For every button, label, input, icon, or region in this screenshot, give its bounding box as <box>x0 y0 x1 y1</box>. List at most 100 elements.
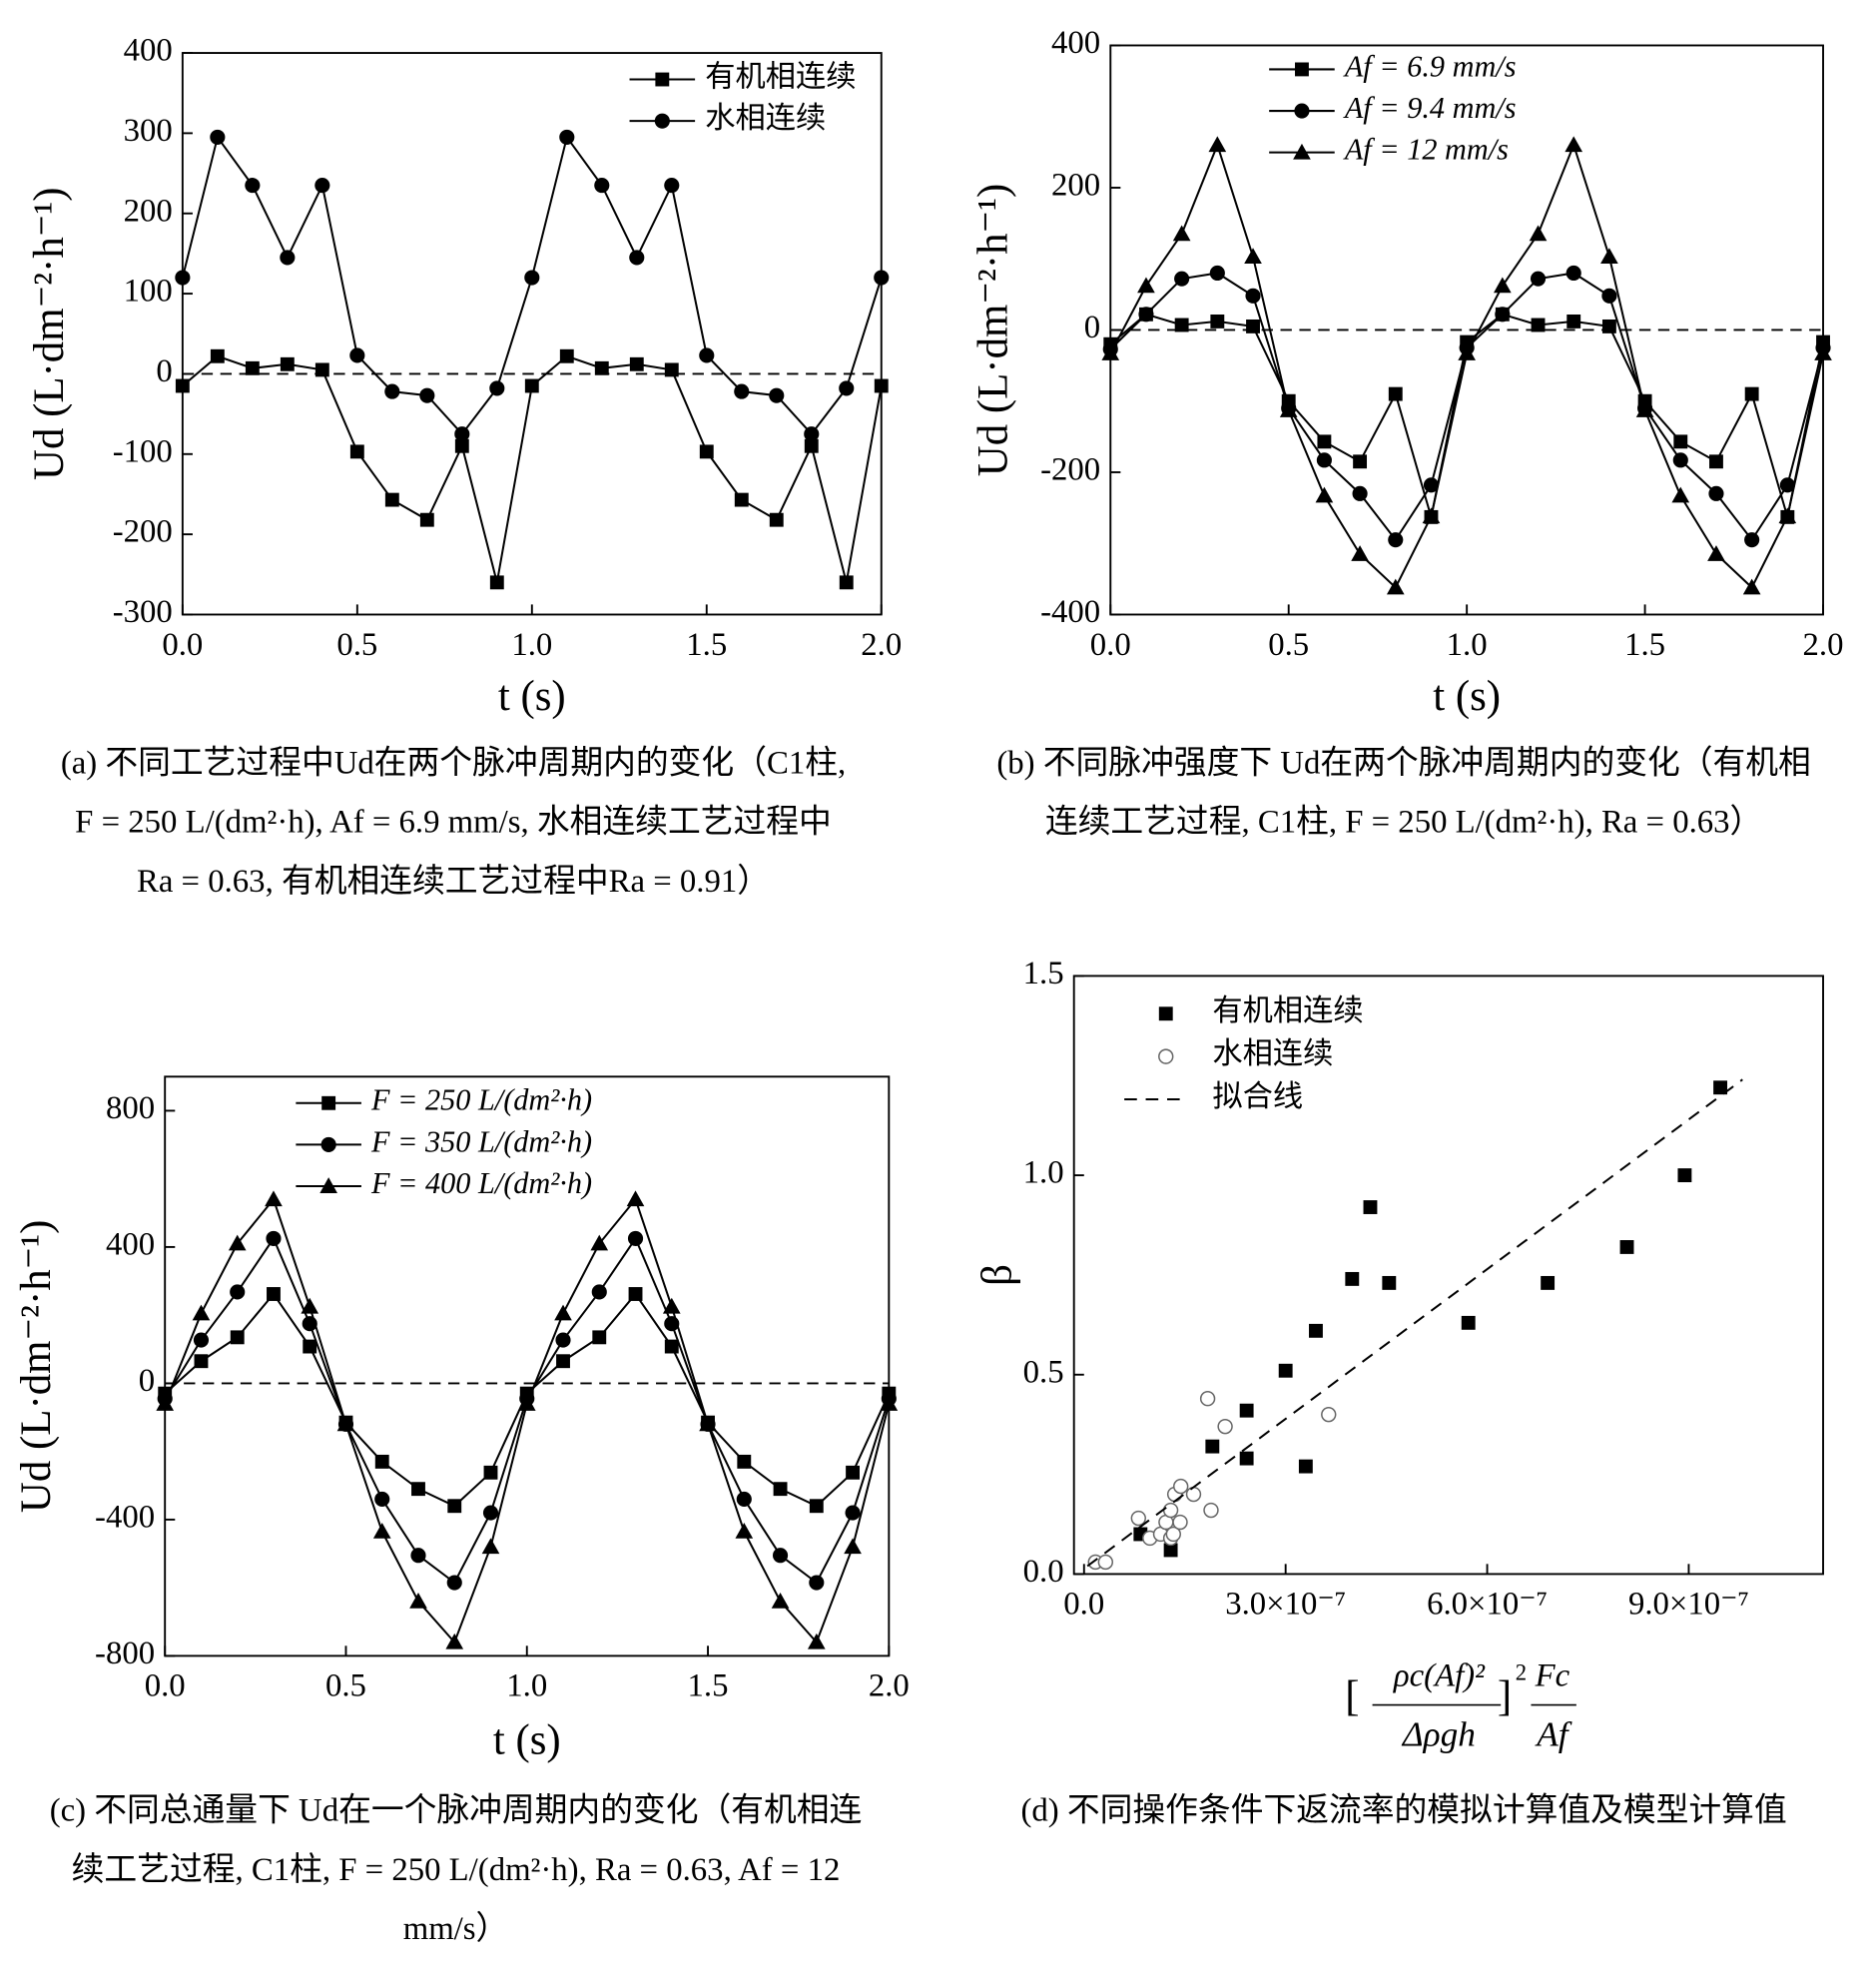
marker-circle-open <box>1097 1554 1114 1571</box>
plot-frame <box>164 1075 891 1657</box>
marker-square <box>1388 386 1403 401</box>
marker-square <box>374 1454 389 1469</box>
marker-circle <box>772 1548 789 1564</box>
marker-square <box>1174 318 1189 332</box>
x-tick-label: 0.5 <box>1268 627 1309 663</box>
marker-triangle <box>228 1234 247 1251</box>
marker-circle <box>482 1505 499 1521</box>
legend-label: Af = 12 mm/s <box>1343 133 1509 167</box>
legend-label: 有机相连续 <box>1212 993 1363 1027</box>
legend-label: F = 400 L/(dm²·h) <box>370 1166 592 1200</box>
marker-circle <box>736 1491 752 1507</box>
series-line <box>1086 1078 1743 1568</box>
marker-square <box>1317 434 1332 449</box>
marker-square <box>1566 314 1581 329</box>
marker-square <box>1298 1459 1313 1474</box>
marker-triangle <box>1315 486 1334 503</box>
marker-square <box>267 1287 281 1301</box>
marker-square <box>1309 1323 1323 1338</box>
x-axis-label: t (s) <box>493 1717 561 1764</box>
marker-triangle <box>844 1538 862 1555</box>
marker-circle <box>1779 477 1795 493</box>
y-tick-label: 0.0 <box>1023 1554 1064 1590</box>
marker-square <box>1709 454 1723 469</box>
marker-circle <box>230 1284 246 1300</box>
x-axis-label-part: 2 <box>1516 1660 1527 1685</box>
legend-label: F = 250 L/(dm²·h) <box>370 1083 592 1117</box>
y-tick-label: 200 <box>1051 167 1100 203</box>
y-tick-label: 400 <box>106 1226 155 1262</box>
marker-circle-open <box>1162 1502 1179 1519</box>
marker-square <box>314 362 329 377</box>
marker-square <box>1619 1240 1634 1254</box>
marker-circle <box>1495 307 1511 323</box>
caption-line: F = 250 L/(dm²·h), Af = 6.9 mm/s, 水相连续工艺… <box>75 804 832 841</box>
marker-square <box>447 1499 462 1514</box>
marker-triangle <box>481 1538 500 1555</box>
marker-triangle <box>699 1415 717 1432</box>
marker-triangle <box>1458 344 1476 360</box>
marker-triangle <box>301 1297 319 1314</box>
marker-square <box>1382 1275 1397 1290</box>
y-tick-label: 0 <box>139 1363 155 1399</box>
marker-triangle <box>1172 225 1191 242</box>
marker-circle <box>524 270 540 286</box>
marker-circle-open <box>1203 1502 1219 1519</box>
series-line <box>164 1197 891 1644</box>
marker-circle <box>629 250 645 266</box>
x-axis-label: t (s) <box>498 673 566 720</box>
marker-triangle <box>319 1177 337 1193</box>
x-axis-label-part: [ <box>1345 1672 1359 1719</box>
marker-square <box>846 1465 860 1480</box>
marker-square <box>524 378 539 393</box>
marker-circle <box>410 1548 426 1564</box>
marker-triangle <box>880 1395 899 1411</box>
marker-circle <box>1744 532 1760 548</box>
marker-square <box>804 438 819 453</box>
legend-label: 拟合线 <box>1212 1079 1303 1113</box>
caption-line: (d) 不同操作条件下返流率的模拟计算值及模型计算值 <box>1020 1792 1786 1829</box>
marker-square <box>1673 434 1688 449</box>
marker-triangle <box>807 1633 826 1649</box>
x-tick-label: 2.0 <box>1803 627 1844 663</box>
marker-circle <box>1708 485 1724 501</box>
x-axis-label-part: ] <box>1498 1672 1512 1719</box>
y-tick-label: -200 <box>1040 451 1100 487</box>
marker-square <box>556 1354 570 1369</box>
marker-triangle <box>192 1304 211 1321</box>
marker-square <box>1531 318 1546 332</box>
marker-circle <box>1294 103 1310 119</box>
marker-square <box>194 1354 209 1369</box>
x-tick-label: 0.0 <box>162 627 203 663</box>
marker-circle <box>654 113 670 129</box>
marker-circle-open <box>1130 1510 1146 1527</box>
marker-square <box>655 72 670 87</box>
marker-triangle <box>1279 401 1298 417</box>
x-tick-label: 1.5 <box>688 1668 729 1704</box>
marker-circle <box>874 270 890 286</box>
y-tick-label: 0 <box>1084 310 1100 345</box>
marker-circle <box>1174 271 1190 287</box>
marker-square <box>1353 454 1368 469</box>
marker-circle-open <box>1217 1418 1233 1435</box>
marker-circle <box>809 1575 825 1591</box>
marker-square <box>1158 1006 1173 1021</box>
marker-triangle <box>1101 344 1120 360</box>
y-tick-label: -300 <box>113 594 173 630</box>
marker-triangle <box>265 1190 283 1207</box>
marker-square <box>769 512 784 527</box>
marker-circle <box>594 178 610 194</box>
x-axis-label-part: Fc <box>1535 1658 1570 1694</box>
marker-square <box>699 444 714 459</box>
marker-square <box>1205 1439 1220 1454</box>
caption-line: 续工艺过程, C1柱, F = 250 L/(dm²·h), Ra = 0.63… <box>72 1851 841 1888</box>
marker-triangle <box>1386 578 1405 595</box>
marker-circle <box>1601 288 1617 304</box>
marker-square <box>1278 1363 1293 1378</box>
x-tick-label: 2.0 <box>861 627 902 663</box>
marker-square <box>628 1287 643 1301</box>
marker-triangle <box>1635 401 1654 417</box>
legend-label: Af = 6.9 mm/s <box>1343 49 1517 83</box>
marker-triangle <box>409 1592 427 1609</box>
marker-circle <box>769 387 785 403</box>
